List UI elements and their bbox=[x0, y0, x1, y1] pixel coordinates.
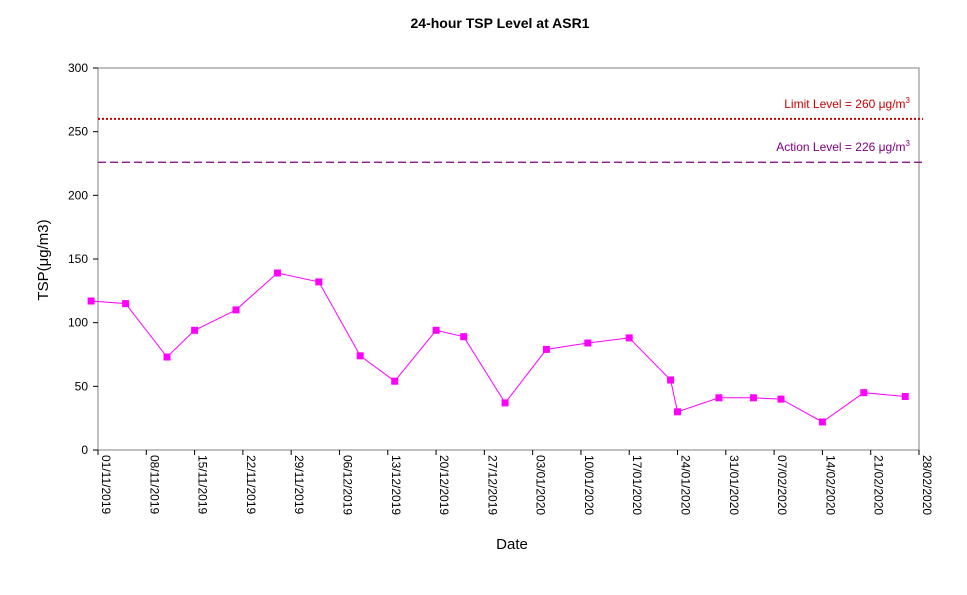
chart-title: 24-hour TSP Level at ASR1 bbox=[411, 15, 590, 31]
reference-line-label: Action Level = 226 μg/m3 bbox=[776, 139, 910, 154]
x-tick-label: 06/12/2019 bbox=[340, 455, 354, 515]
data-point bbox=[667, 376, 675, 384]
data-point bbox=[715, 394, 723, 402]
data-point bbox=[625, 334, 633, 342]
y-tick-label: 0 bbox=[81, 443, 88, 457]
data-point bbox=[501, 399, 509, 407]
y-tick-label: 100 bbox=[68, 316, 88, 330]
y-tick-label: 150 bbox=[68, 252, 88, 266]
x-tick-label: 31/01/2020 bbox=[727, 455, 741, 515]
data-point bbox=[273, 269, 281, 277]
y-tick-label: 300 bbox=[68, 61, 88, 75]
x-tick-label: 13/12/2019 bbox=[389, 455, 403, 515]
data-point bbox=[584, 339, 592, 347]
data-point bbox=[460, 333, 468, 341]
x-tick-label: 03/01/2020 bbox=[534, 455, 548, 515]
data-point bbox=[356, 352, 364, 360]
data-point bbox=[432, 326, 440, 334]
data-point bbox=[315, 278, 323, 286]
x-tick-label: 08/11/2019 bbox=[147, 455, 161, 514]
data-point bbox=[391, 377, 399, 385]
x-axis: 01/11/2019 08/11/2019 15/11/2019 22/11/2019… bbox=[97, 450, 934, 515]
y-tick-label: 200 bbox=[68, 188, 88, 202]
data-point bbox=[674, 408, 681, 416]
data-point bbox=[777, 395, 785, 403]
data-point bbox=[232, 306, 240, 314]
data-point bbox=[542, 345, 550, 353]
data-point bbox=[122, 300, 130, 308]
plot-area bbox=[97, 67, 920, 451]
x-tick-label: 21/02/2020 bbox=[872, 455, 886, 515]
y-tick-label: 50 bbox=[75, 379, 89, 393]
data-point bbox=[901, 393, 909, 400]
y-axis-label: TSP(μg/m3) bbox=[35, 219, 52, 300]
x-tick-label: 24/01/2020 bbox=[679, 455, 693, 515]
data-point bbox=[163, 353, 171, 361]
reference-line-label: Limit Level = 260 μg/m3 bbox=[784, 96, 910, 111]
x-axis-label: Date bbox=[496, 536, 528, 553]
x-tick-label: 22/11/2019 bbox=[244, 455, 258, 514]
data-point bbox=[87, 297, 95, 305]
x-tick-label: 01/11/2019 bbox=[99, 455, 113, 514]
reference-lines: Limit Level = 260 μg/m3 Action Level = 22… bbox=[98, 96, 923, 163]
data-point bbox=[860, 389, 868, 397]
data-point bbox=[818, 418, 826, 426]
x-tick-label: 15/11/2019 bbox=[196, 455, 210, 514]
x-tick-label: 20/12/2019 bbox=[437, 455, 451, 515]
x-tick-label: 17/01/2020 bbox=[630, 455, 644, 515]
x-tick-label: 10/01/2020 bbox=[582, 455, 596, 515]
data-point bbox=[749, 394, 757, 402]
x-tick-label: 07/02/2020 bbox=[775, 455, 789, 515]
x-tick-label: 28/02/2020 bbox=[920, 455, 934, 515]
x-tick-label: 29/11/2019 bbox=[292, 455, 306, 514]
x-tick-label: 14/02/2020 bbox=[823, 455, 837, 515]
y-tick-label: 250 bbox=[68, 125, 88, 139]
x-tick-label: 27/12/2019 bbox=[485, 455, 499, 515]
series-layer bbox=[87, 269, 909, 426]
data-point bbox=[191, 326, 199, 334]
y-axis: 0 50 100 150 200 250 300 bbox=[68, 61, 98, 457]
